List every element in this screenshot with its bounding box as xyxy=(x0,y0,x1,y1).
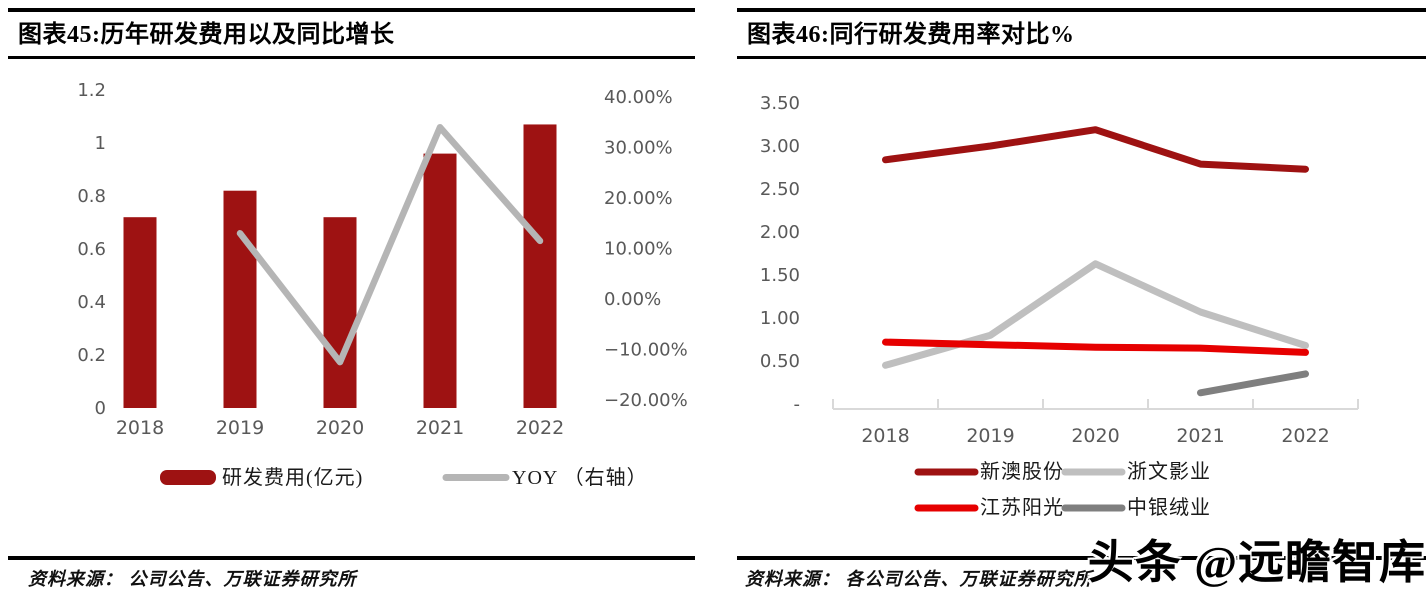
right-axis-tick-label: 20.00% xyxy=(604,188,673,209)
left-axis-tick-label: 0.6 xyxy=(77,239,106,260)
bar-2018 xyxy=(123,217,157,408)
right-axis-tick-label: −20.00% xyxy=(604,390,688,411)
left-axis-tick-label: 1 xyxy=(95,133,106,154)
left-chart-title: 图表45:历年研发费用以及同比增长 xyxy=(18,22,395,48)
x-axis-label: 2022 xyxy=(1281,425,1329,447)
bar-2019 xyxy=(223,190,257,408)
right-panel-bottom-rule xyxy=(737,556,1426,560)
x-axis-label: 2020 xyxy=(1071,425,1119,447)
x-axis-label: 2022 xyxy=(516,417,564,439)
y-axis-tick-label: - xyxy=(794,394,801,415)
right-axis-tick-label: 0.00% xyxy=(604,289,661,310)
yoy-line xyxy=(236,124,544,366)
series-line-0 xyxy=(882,126,1309,173)
legend-label-1: 浙文影业 xyxy=(1127,460,1211,483)
left-axis-tick-label: 0.2 xyxy=(77,345,106,366)
bar-2022 xyxy=(523,124,557,408)
series-line-2 xyxy=(882,338,1309,356)
left-panel-top-rule xyxy=(8,8,695,12)
left-axis-tick-label: 0.4 xyxy=(77,292,106,313)
right-source-note: 资料来源： 各公司公告、万联证券研究所 xyxy=(745,569,1093,589)
y-axis-tick-label: 1.00 xyxy=(760,308,800,329)
bar-2020 xyxy=(323,217,357,408)
right-axis-tick-label: 10.00% xyxy=(604,239,673,260)
y-axis-tick-label: 2.00 xyxy=(760,222,800,243)
watermark: 头条 @远瞻智库 xyxy=(1087,537,1426,588)
y-axis-tick-label: 3.00 xyxy=(760,136,800,157)
left-panel-bottom-rule xyxy=(8,556,695,560)
y-axis-tick-label: 3.50 xyxy=(760,93,800,114)
x-axis-label: 2018 xyxy=(861,425,909,447)
bar-2021 xyxy=(423,153,457,408)
x-axis-label: 2019 xyxy=(966,425,1014,447)
right-axis-tick-label: 30.00% xyxy=(604,138,673,159)
left-source-note: 资料来源： 公司公告、万联证券研究所 xyxy=(28,569,357,589)
legend-label-rd-expense: 研发费用(亿元) xyxy=(222,466,363,489)
x-axis-label: 2020 xyxy=(316,417,364,439)
x-axis-label: 2021 xyxy=(1176,425,1224,447)
left-panel-title-rule xyxy=(8,56,695,59)
legend-label-0: 新澳股份 xyxy=(980,460,1064,483)
right-chart-svg: 3.50 3.00 2.50 2.00 1.50 1.00 0.50 - 2018 2019 202… xyxy=(760,93,1359,519)
right-chart-title: 图表46:同行研发费用率对比% xyxy=(747,22,1075,48)
right-axis-tick-label: 40.00% xyxy=(604,87,673,108)
legend-bar-swatch xyxy=(160,470,216,485)
left-axis-tick-label: 0 xyxy=(95,398,106,419)
legend-label-3: 中银绒业 xyxy=(1127,496,1211,519)
left-chart-svg: 1.2 1 0.8 0.6 0.4 0.2 0 40.00% 30.00% 20.00% 10.00… xyxy=(77,80,688,489)
legend-label-yoy: YOY （右轴） xyxy=(512,466,648,489)
x-axis-label: 2021 xyxy=(416,417,464,439)
left-axis-tick-label: 1.2 xyxy=(77,80,106,101)
x-axis-label: 2019 xyxy=(216,417,264,439)
right-axis-tick-label: −10.00% xyxy=(604,340,688,361)
right-panel-title-rule xyxy=(737,56,1426,59)
y-axis-tick-label: 1.50 xyxy=(760,265,800,286)
y-axis-tick-label: 2.50 xyxy=(760,179,800,200)
legend-label-2: 江苏阳光 xyxy=(980,496,1064,519)
series-line-3 xyxy=(1197,370,1309,397)
y-axis-tick-label: 0.50 xyxy=(760,351,800,372)
right-panel-top-rule xyxy=(737,8,1426,12)
left-axis-tick-label: 0.8 xyxy=(77,186,106,207)
x-axis-label: 2018 xyxy=(116,417,164,439)
